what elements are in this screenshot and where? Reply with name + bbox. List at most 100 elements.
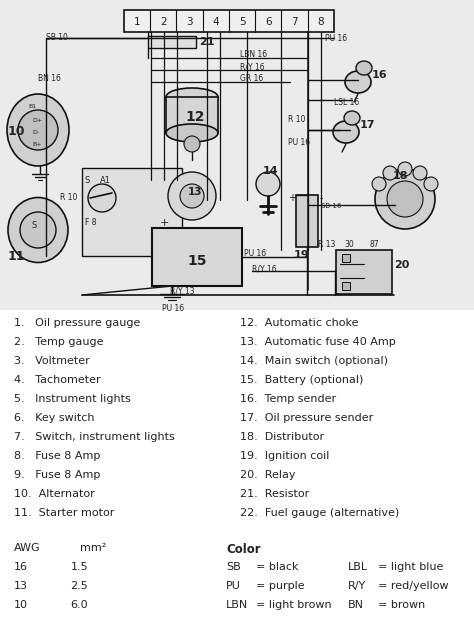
Text: 14: 14 [263,166,279,176]
Text: R/Y 16: R/Y 16 [252,264,277,273]
Text: LBN 16: LBN 16 [240,50,267,59]
Text: 87: 87 [370,240,380,249]
Text: 15: 15 [187,254,207,268]
Text: 5.   Instrument lights: 5. Instrument lights [14,394,131,404]
Text: 1.5: 1.5 [70,562,88,572]
Text: B+: B+ [32,142,42,147]
Text: D-: D- [32,129,39,134]
Bar [342,282,350,290]
Text: 15.  Battery (optional): 15. Battery (optional) [240,375,364,385]
Text: BN: BN [348,600,364,610]
Text: 13: 13 [14,581,28,591]
Text: 16.  Temp sender: 16. Temp sender [240,394,336,404]
Text: 11.  Starter motor: 11. Starter motor [14,508,114,518]
Ellipse shape [345,71,371,93]
Text: 6.0: 6.0 [70,600,88,610]
Text: 3: 3 [186,17,193,27]
Bar [124,10,334,32]
Text: PU 16: PU 16 [288,138,310,147]
Circle shape [88,184,116,212]
Circle shape [180,184,204,208]
Ellipse shape [333,121,359,143]
Text: 18: 18 [393,171,409,181]
Text: = light blue: = light blue [378,562,443,572]
Text: 16: 16 [14,562,28,572]
Ellipse shape [356,61,372,75]
Circle shape [20,212,56,248]
Text: 18.  Distributor: 18. Distributor [240,432,324,442]
Text: PU 16: PU 16 [162,304,184,313]
Text: -: - [320,193,323,203]
Text: = light brown: = light brown [256,600,332,610]
Text: 9.   Fuse 8 Amp: 9. Fuse 8 Amp [14,470,100,480]
Bar [342,254,350,262]
Ellipse shape [8,197,68,262]
Text: A1: A1 [100,176,111,185]
Text: 6: 6 [265,17,272,27]
Text: 1: 1 [134,17,140,27]
Circle shape [375,169,435,229]
Circle shape [372,177,386,191]
Text: = brown: = brown [378,600,425,610]
Text: 1.   Oil pressure gauge: 1. Oil pressure gauge [14,318,140,328]
Text: D+: D+ [32,118,42,123]
Circle shape [168,172,216,220]
Text: 13: 13 [188,187,202,197]
Text: 20: 20 [394,260,410,270]
Text: 14.  Main switch (optional): 14. Main switch (optional) [240,356,388,366]
Text: BN 16: BN 16 [38,74,61,83]
Text: PU 16: PU 16 [244,249,266,258]
Text: 6.   Key switch: 6. Key switch [14,413,94,423]
Text: 2: 2 [160,17,167,27]
Text: 17: 17 [360,120,375,130]
Bar [166,97,218,133]
Text: GR 16: GR 16 [240,74,263,83]
Text: 19.  Ignition coil: 19. Ignition coil [240,451,329,461]
Text: 30: 30 [344,240,354,249]
Text: 10: 10 [14,600,28,610]
Text: 2.5: 2.5 [70,581,88,591]
Text: 10.  Alternator: 10. Alternator [14,489,95,499]
Text: 5: 5 [239,17,246,27]
Text: Color: Color [226,543,261,556]
Ellipse shape [166,124,218,142]
Text: R/Y 13: R/Y 13 [170,286,195,295]
Text: PU 16: PU 16 [325,34,347,43]
Text: mm²: mm² [80,543,106,553]
Circle shape [256,172,280,196]
Circle shape [383,166,397,180]
Text: LBL: LBL [348,562,368,572]
Text: = black: = black [256,562,299,572]
Bar [148,36,196,48]
Text: 12: 12 [185,110,204,124]
Text: PU: PU [226,581,241,591]
Ellipse shape [7,94,69,166]
Text: 3.   Voltmeter: 3. Voltmeter [14,356,90,366]
Text: 13.  Automatic fuse 40 Amp: 13. Automatic fuse 40 Amp [240,337,396,347]
Circle shape [424,177,438,191]
Text: B1: B1 [28,104,36,109]
Text: +: + [288,193,296,203]
Text: LBN: LBN [226,600,248,610]
Bar [0,0,474,310]
Bar [82,168,182,256]
Text: 2.   Temp gauge: 2. Temp gauge [14,337,103,347]
Text: R 10: R 10 [288,115,305,124]
Bar [296,195,318,247]
Text: 21: 21 [199,37,215,47]
Text: 12.  Automatic choke: 12. Automatic choke [240,318,358,328]
Text: 10: 10 [8,125,25,138]
Text: SB 10: SB 10 [46,33,68,42]
Ellipse shape [344,111,360,125]
Text: 22.  Fuel gauge (alternative): 22. Fuel gauge (alternative) [240,508,399,518]
Bar [152,228,242,286]
Text: 17.  Oil pressure sender: 17. Oil pressure sender [240,413,373,423]
Text: R/Y: R/Y [348,581,366,591]
Text: 21.  Resistor: 21. Resistor [240,489,309,499]
Circle shape [18,110,58,150]
Circle shape [398,162,412,176]
Circle shape [413,166,427,180]
Text: 11: 11 [8,250,25,263]
Text: LSL 16: LSL 16 [334,98,359,107]
Text: 8.   Fuse 8 Amp: 8. Fuse 8 Amp [14,451,100,461]
